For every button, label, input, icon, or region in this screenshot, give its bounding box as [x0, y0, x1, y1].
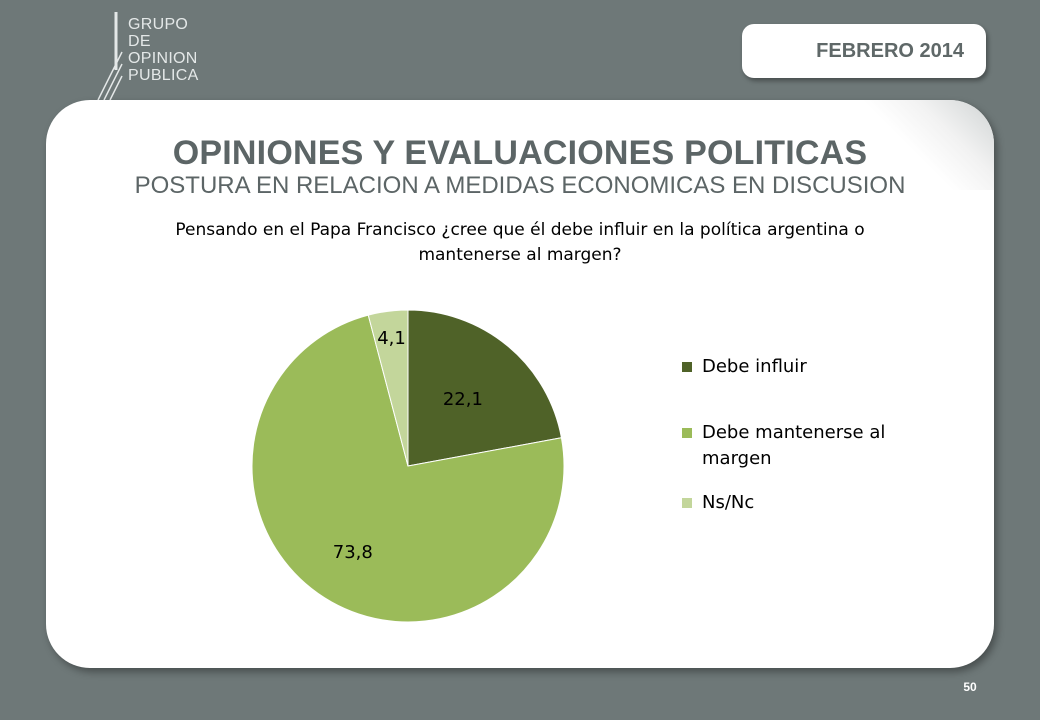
logo-text: GRUPO DE OPINION PUBLICA — [128, 16, 199, 84]
logo-line: GRUPO — [128, 16, 189, 33]
legend-item: Debe mantenerse al margen — [682, 420, 902, 472]
date-label: FEBRERO 2014 — [816, 39, 964, 62]
legend-item: Debe influir — [682, 354, 902, 380]
legend-swatch — [682, 428, 692, 438]
data-label: 73,8 — [333, 542, 373, 563]
legend-swatch — [682, 362, 692, 372]
page-number: 50 — [963, 680, 977, 694]
legend-label: Ns/Nc — [702, 492, 755, 513]
legend-swatch — [682, 498, 692, 508]
legend-label: Debe mantenerse al margen — [702, 422, 886, 469]
logo-line: DE — [128, 33, 151, 50]
logo-line: OPINION — [128, 50, 198, 67]
pie-slice — [251, 314, 565, 623]
data-label: 22,1 — [443, 389, 483, 410]
logo-line: PUBLICA — [128, 67, 199, 84]
page-title: OPINIONES Y EVALUACIONES POLITICAS — [172, 134, 868, 172]
pie-slice — [367, 309, 409, 467]
logo-lines-icon — [97, 12, 123, 101]
date-badge: FEBRERO 2014 — [742, 24, 986, 78]
page-subtitle: POSTURA EN RELACION A MEDIDAS ECONOMICAS… — [134, 172, 906, 199]
legend-label: Debe influir — [702, 356, 807, 377]
chart-title: Pensando en el Papa Francisco ¿cree que … — [175, 220, 865, 265]
pie-slice — [407, 309, 562, 467]
logo: GRUPO DE OPINION PUBLICA — [92, 12, 212, 102]
slide-card: OPINIONES Y EVALUACIONES POLITICAS POSTU… — [46, 100, 994, 668]
pie-chart: 22,1 73,8 4,1 — [251, 309, 565, 623]
page-curl — [864, 100, 994, 190]
data-label: 4,1 — [377, 328, 406, 349]
legend-item: Ns/Nc — [682, 490, 902, 516]
